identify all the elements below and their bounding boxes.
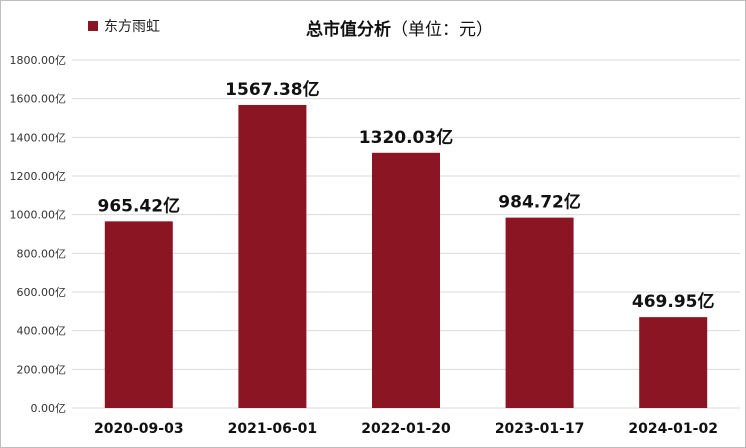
x-tick-label: 2023-01-17 <box>495 421 585 437</box>
bar <box>505 217 574 408</box>
y-tick-label: 1600.00亿 <box>10 93 67 106</box>
x-tick-label: 2021-06-01 <box>228 421 318 437</box>
bar <box>372 152 440 408</box>
x-tick-label: 2024-01-02 <box>628 421 718 437</box>
chart-subtitle: （单位：元） <box>391 20 493 40</box>
chart-title: 总市值分析 <box>306 20 391 40</box>
y-tick-label: 1000.00亿 <box>10 209 67 222</box>
y-tick-label: 800.00亿 <box>17 247 67 260</box>
legend-label: 东方雨虹 <box>104 19 160 35</box>
data-label: 984.72亿 <box>498 192 581 213</box>
data-label: 1567.38亿 <box>225 79 319 100</box>
data-label: 965.42亿 <box>97 195 180 216</box>
y-tick-label: 600.00亿 <box>17 286 67 299</box>
legend: 东方雨虹 <box>88 16 160 36</box>
x-tick-label: 2022-01-20 <box>361 421 451 437</box>
y-tick-label: 400.00亿 <box>17 325 67 338</box>
y-tick-label: 200.00亿 <box>17 363 67 376</box>
bar <box>238 104 307 408</box>
data-label: 1320.03亿 <box>359 127 453 148</box>
chart-title-block: 总市值分析（单位：元） <box>306 15 493 40</box>
data-label: 469.95亿 <box>632 291 715 312</box>
y-tick-label: 1800.00亿 <box>10 54 67 67</box>
legend-swatch <box>88 21 98 31</box>
bar <box>104 221 173 408</box>
y-tick-label: 0.00亿 <box>31 402 67 415</box>
x-tick-label: 2020-09-03 <box>94 421 184 437</box>
y-tick-label: 1200.00亿 <box>10 170 67 183</box>
bar <box>639 317 708 408</box>
y-tick-label: 1400.00亿 <box>10 131 67 144</box>
